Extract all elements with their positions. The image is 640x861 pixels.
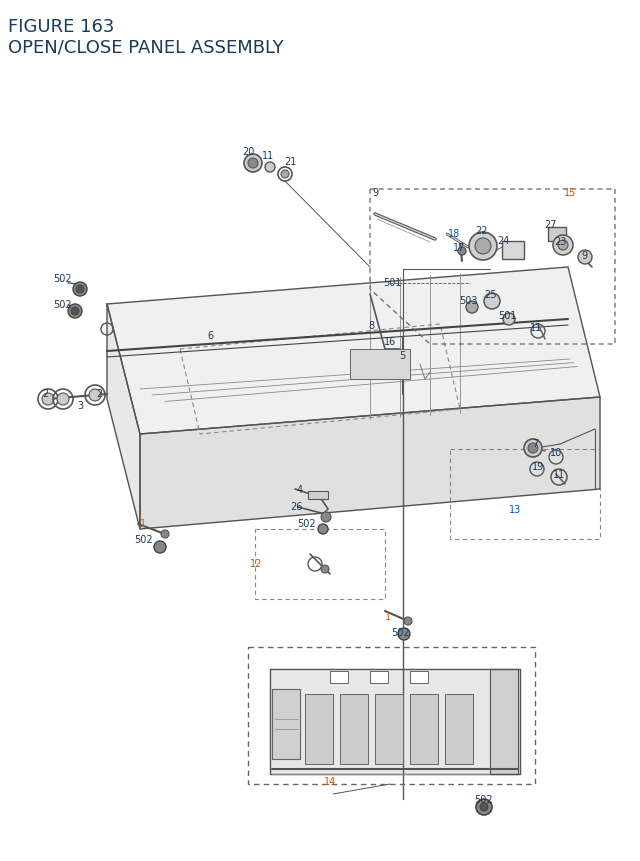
Text: OPEN/CLOSE PANEL ASSEMBLY: OPEN/CLOSE PANEL ASSEMBLY xyxy=(8,38,284,56)
Text: 9: 9 xyxy=(372,188,378,198)
Text: 15: 15 xyxy=(564,188,576,198)
Text: 502: 502 xyxy=(475,794,493,804)
Circle shape xyxy=(484,294,500,310)
Circle shape xyxy=(475,238,491,255)
Circle shape xyxy=(265,163,275,173)
Circle shape xyxy=(161,530,169,538)
Circle shape xyxy=(466,301,478,313)
Text: 8: 8 xyxy=(368,320,374,331)
Text: 17: 17 xyxy=(453,243,465,253)
Text: 2: 2 xyxy=(42,388,48,399)
Text: 7: 7 xyxy=(532,438,538,449)
Circle shape xyxy=(503,313,515,325)
Polygon shape xyxy=(272,689,300,759)
Text: 4: 4 xyxy=(297,485,303,494)
Text: 9: 9 xyxy=(581,251,587,261)
Circle shape xyxy=(73,282,87,297)
Circle shape xyxy=(528,443,538,454)
Circle shape xyxy=(469,232,497,261)
Circle shape xyxy=(480,803,488,811)
Text: 26: 26 xyxy=(290,501,302,511)
Circle shape xyxy=(71,307,79,316)
Text: 14: 14 xyxy=(324,776,336,786)
Text: 19: 19 xyxy=(532,461,544,472)
Text: 501: 501 xyxy=(498,311,516,320)
Bar xyxy=(375,694,403,764)
Text: 3: 3 xyxy=(77,400,83,411)
Circle shape xyxy=(321,512,331,523)
Text: 5: 5 xyxy=(399,350,405,361)
Text: 501: 501 xyxy=(383,278,401,288)
Text: 1: 1 xyxy=(385,611,391,622)
Bar xyxy=(350,350,410,380)
Bar xyxy=(305,694,333,764)
Circle shape xyxy=(42,393,54,406)
Circle shape xyxy=(248,158,258,169)
Text: 502: 502 xyxy=(134,535,152,544)
Text: 25: 25 xyxy=(484,289,497,300)
Text: 18: 18 xyxy=(448,229,460,238)
Circle shape xyxy=(76,286,84,294)
Circle shape xyxy=(476,799,492,815)
Text: 27: 27 xyxy=(545,220,557,230)
Text: 13: 13 xyxy=(509,505,521,514)
Bar xyxy=(330,672,348,684)
Text: 11: 11 xyxy=(553,469,565,480)
Circle shape xyxy=(578,251,592,264)
Circle shape xyxy=(318,524,328,535)
Circle shape xyxy=(57,393,69,406)
Polygon shape xyxy=(107,305,140,530)
Polygon shape xyxy=(490,669,518,774)
Bar xyxy=(308,492,328,499)
Circle shape xyxy=(558,241,568,251)
Text: 503: 503 xyxy=(459,295,477,306)
Circle shape xyxy=(89,389,101,401)
Bar xyxy=(502,242,524,260)
Circle shape xyxy=(154,542,166,554)
Circle shape xyxy=(281,170,289,179)
Text: 23: 23 xyxy=(554,237,566,247)
Polygon shape xyxy=(107,268,600,435)
Circle shape xyxy=(321,566,329,573)
Text: 502: 502 xyxy=(298,518,316,529)
Bar xyxy=(340,694,368,764)
Circle shape xyxy=(458,248,466,256)
Text: 2: 2 xyxy=(96,388,102,399)
Text: 11: 11 xyxy=(262,151,274,161)
Text: 21: 21 xyxy=(284,157,296,167)
Circle shape xyxy=(244,155,262,173)
Circle shape xyxy=(524,439,542,457)
Text: 16: 16 xyxy=(384,337,396,347)
Polygon shape xyxy=(270,669,520,774)
Bar xyxy=(548,228,566,242)
Circle shape xyxy=(68,305,82,319)
Text: 502: 502 xyxy=(390,628,410,637)
Circle shape xyxy=(553,236,573,256)
Bar xyxy=(370,672,388,684)
Text: 6: 6 xyxy=(207,331,213,341)
Text: 502: 502 xyxy=(52,274,71,283)
Text: 12: 12 xyxy=(250,558,262,568)
Circle shape xyxy=(398,629,410,641)
Text: 502: 502 xyxy=(52,300,71,310)
Bar xyxy=(410,694,438,764)
Bar xyxy=(410,672,428,684)
Text: 1: 1 xyxy=(140,518,146,529)
Text: 11: 11 xyxy=(530,323,542,332)
Polygon shape xyxy=(140,398,600,530)
Text: FIGURE 163: FIGURE 163 xyxy=(8,18,115,36)
Text: 22: 22 xyxy=(476,226,488,236)
Text: 10: 10 xyxy=(550,448,562,457)
Text: 20: 20 xyxy=(242,147,254,157)
Circle shape xyxy=(404,617,412,625)
Text: 24: 24 xyxy=(497,236,509,245)
Bar xyxy=(445,694,473,764)
